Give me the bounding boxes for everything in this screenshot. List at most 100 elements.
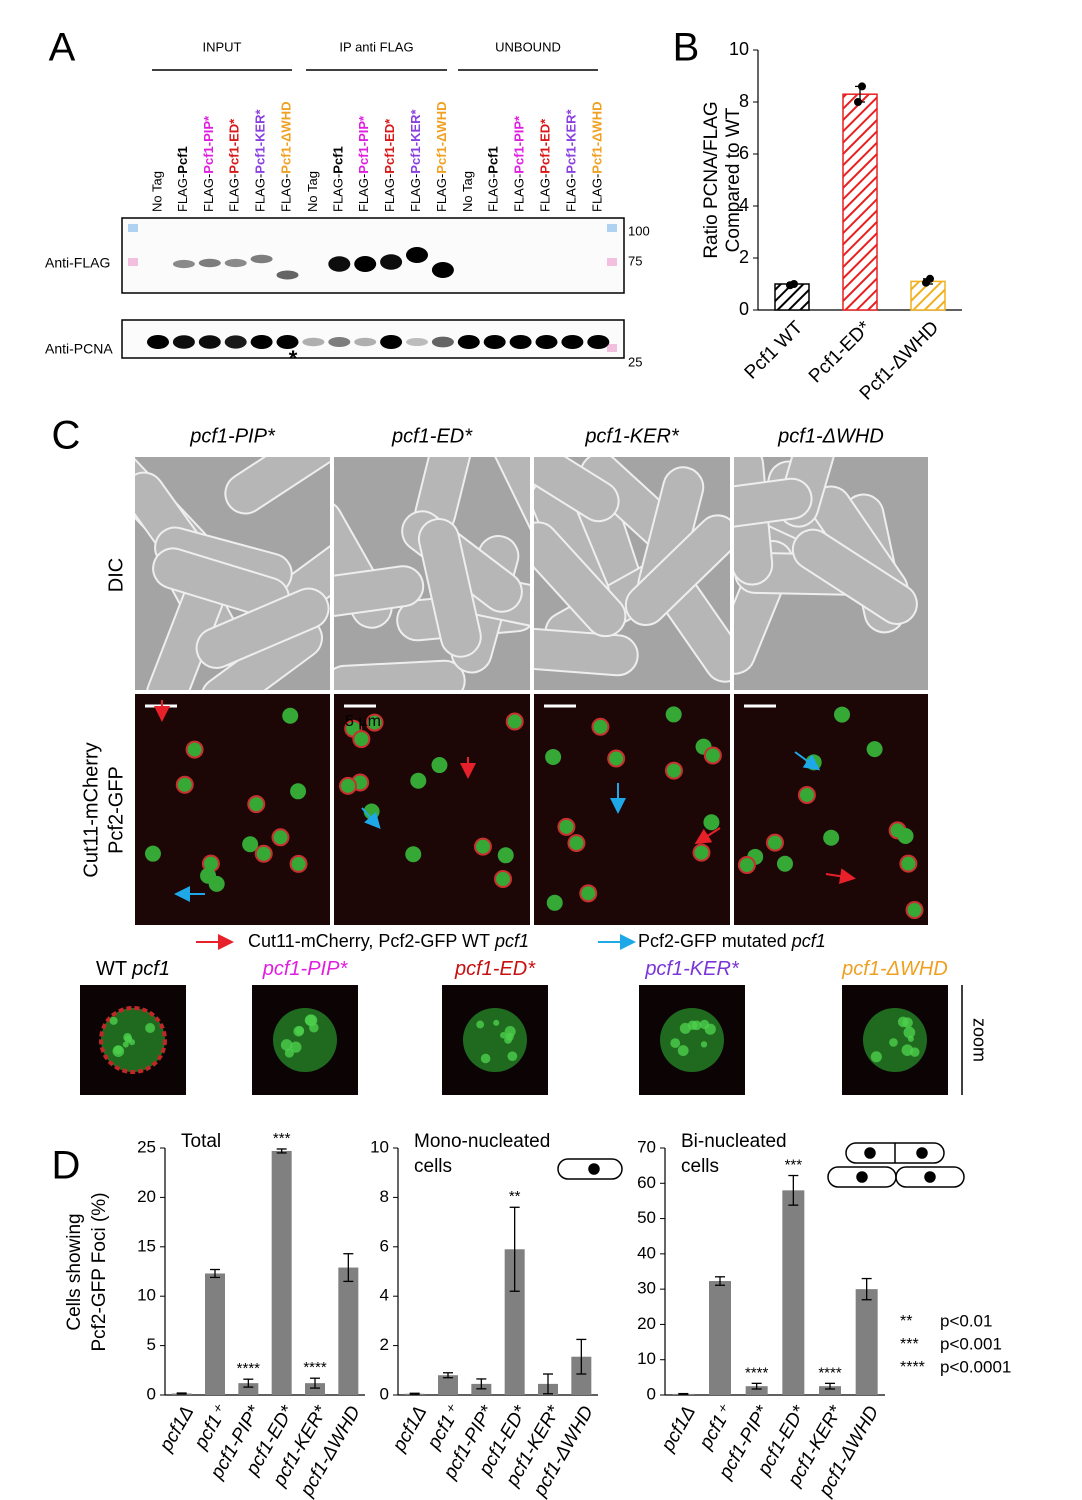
lane-label: No Tag (460, 171, 475, 212)
lane-label: FLAG-Pcf1-ED* (227, 118, 242, 212)
zoom-name: pcf1-ΔWHD (841, 958, 948, 980)
zoom-label: pcf1-KER* (644, 958, 740, 980)
lane-label: FLAG-Pcf1-KER* (564, 108, 579, 212)
lane-label: FLAG-Pcf1-ΔWHD (590, 102, 605, 212)
nucleus (834, 706, 851, 723)
y-tick-label: 10 (729, 39, 749, 59)
lane-prefix: FLAG- (227, 174, 242, 212)
nucleus (692, 843, 711, 862)
nucleus (254, 844, 273, 863)
y-tick-label: 6 (380, 1236, 389, 1255)
strain-label: pcf1-ΔWHD (777, 425, 884, 447)
nucleus (579, 884, 598, 903)
lane-prefix: FLAG- (357, 174, 372, 212)
band (457, 335, 480, 349)
sig-p: p<0.01 (940, 1311, 992, 1330)
nucleus (737, 856, 756, 875)
error-bar (788, 1174, 799, 1206)
focus (122, 1041, 129, 1048)
image-arrow (794, 751, 821, 771)
zoom-name: pcf1 (131, 958, 170, 980)
nucleus (899, 854, 918, 873)
band (172, 335, 195, 349)
error-bar (276, 1148, 287, 1154)
zoom-name: pcf1-KER* (644, 958, 740, 980)
lane-label: FLAG-Pcf1-PIP* (201, 115, 216, 212)
lane-label: FLAG-Pcf1 (486, 146, 501, 212)
lane-prefix: FLAG- (253, 174, 268, 212)
chart-title: cells (414, 1156, 452, 1177)
group-title: UNBOUND (495, 39, 561, 54)
lane-label: FLAG-Pcf1-ΔWHD (434, 102, 449, 212)
nucleus (607, 749, 626, 768)
lane-prefix: FLAG- (512, 174, 527, 212)
y-tick-label: 15 (137, 1236, 156, 1255)
nucleus (703, 814, 720, 831)
nucleus (144, 845, 161, 862)
y-axis-label: Pcf2-GFP Foci (%) (89, 1192, 110, 1351)
lane-prefix: FLAG- (564, 174, 579, 212)
band (147, 335, 169, 349)
zoom-name: pcf1-ED* (454, 958, 536, 980)
nucleus (664, 761, 683, 780)
lane-prefix: FLAG- (538, 174, 553, 212)
nucleus (289, 854, 308, 873)
image-bg (734, 694, 928, 925)
error-bar (343, 1253, 354, 1283)
data-point (858, 82, 866, 91)
band (276, 335, 299, 349)
lane-prefix: FLAG- (279, 174, 294, 212)
bar (305, 1383, 325, 1395)
band (561, 335, 584, 349)
error-bar (825, 1382, 835, 1390)
focus (504, 1025, 516, 1038)
lane-prefix: FLAG- (201, 174, 216, 212)
focus (903, 1026, 916, 1039)
y-tick-label: 8 (739, 91, 749, 111)
legend-main: Pcf2-GFP mutated (638, 931, 787, 951)
lane-label: No Tag (149, 171, 164, 212)
lane-name: Pcf1-PIP* (512, 115, 527, 174)
sig-p: p<0.0001 (940, 1357, 1011, 1376)
lane-name: Pcf1-PIP* (201, 115, 216, 174)
nucleus (546, 894, 563, 911)
error-bar (176, 1392, 187, 1395)
band (250, 335, 273, 349)
nucleus (567, 834, 586, 853)
bi-cell-schematic (827, 1142, 965, 1188)
band (302, 337, 325, 347)
lane-name: Pcf1-ED* (383, 118, 398, 174)
nucleus (665, 706, 682, 723)
bar (205, 1273, 225, 1395)
lane-label: FLAG-Pcf1-ED* (538, 118, 553, 212)
y-tick-label: 40 (637, 1243, 656, 1262)
error-bar (576, 1338, 587, 1375)
nucleus (591, 717, 610, 736)
lane-prefix: FLAG- (590, 174, 605, 212)
band (380, 335, 403, 349)
cell (624, 514, 730, 627)
focus (889, 1038, 898, 1047)
sig-stars: *** (900, 1336, 919, 1353)
band (250, 254, 273, 264)
dic-image (135, 457, 330, 690)
fluorescence-image (135, 694, 330, 925)
nucleus (797, 785, 816, 804)
legend-text: Pcf2-GFP mutated pcf1 (638, 931, 826, 951)
error-bar (509, 1206, 520, 1292)
chart-title: Mono-nucleated (414, 1131, 550, 1152)
focus (109, 1016, 118, 1025)
nucleus (497, 847, 514, 864)
image-arrow (361, 807, 381, 829)
zoom-nucleus (660, 1008, 724, 1072)
image-bg (534, 694, 730, 925)
bar (271, 1150, 292, 1395)
bar (910, 280, 946, 311)
zoom-name: pcf1-PIP* (262, 958, 349, 980)
x-tick-label: pcf1Δ (388, 1403, 431, 1457)
band (198, 335, 221, 349)
y-tick-label: 25 (137, 1137, 156, 1156)
cell (534, 521, 627, 638)
lane-label: FLAG-Pcf1-ΔWHD (279, 102, 294, 212)
error-bar (409, 1392, 420, 1395)
